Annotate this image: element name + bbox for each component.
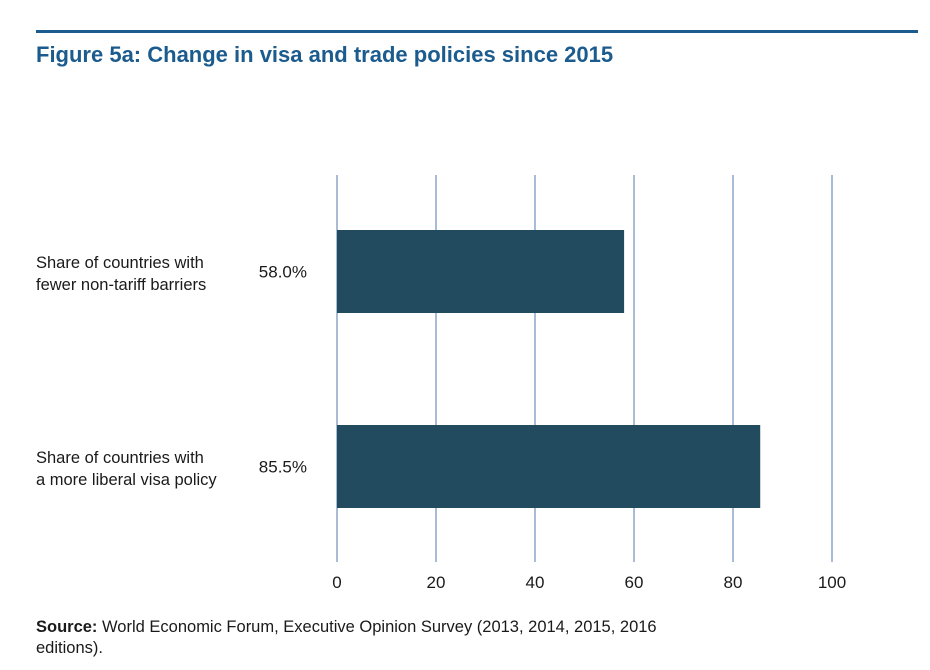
category-label-line: Share of countries with — [36, 449, 204, 467]
source-note: Source: World Economic Forum, Executive … — [36, 617, 676, 659]
top-rule — [36, 30, 918, 33]
x-tick-label-80: 80 — [724, 573, 743, 592]
x-tick-label-20: 20 — [427, 573, 446, 592]
x-tick-label-100: 100 — [818, 573, 846, 592]
category-label-0: Share of countries with fewer non-tariff … — [36, 254, 206, 294]
figure-title: Figure 5a: Change in visa and trade poli… — [36, 42, 614, 67]
source-label: Source: — [36, 618, 98, 636]
value-label-0: 58.0% — [259, 263, 307, 282]
x-tick-label-60: 60 — [625, 573, 644, 592]
source-text: World Economic Forum, Executive Opinion … — [36, 618, 657, 657]
category-label-line: Share of countries with — [36, 254, 204, 272]
value-label-1: 85.5% — [259, 458, 307, 477]
x-tick-label-40: 40 — [526, 573, 545, 592]
bar-0 — [337, 230, 625, 313]
category-label-1: Share of countries with a more liberal vi… — [36, 449, 217, 489]
x-tick-label-0: 0 — [332, 573, 341, 592]
bar-1 — [337, 425, 761, 508]
category-label-line: fewer non-tariff barriers — [36, 276, 206, 294]
category-label-line: a more liberal visa policy — [36, 471, 217, 489]
